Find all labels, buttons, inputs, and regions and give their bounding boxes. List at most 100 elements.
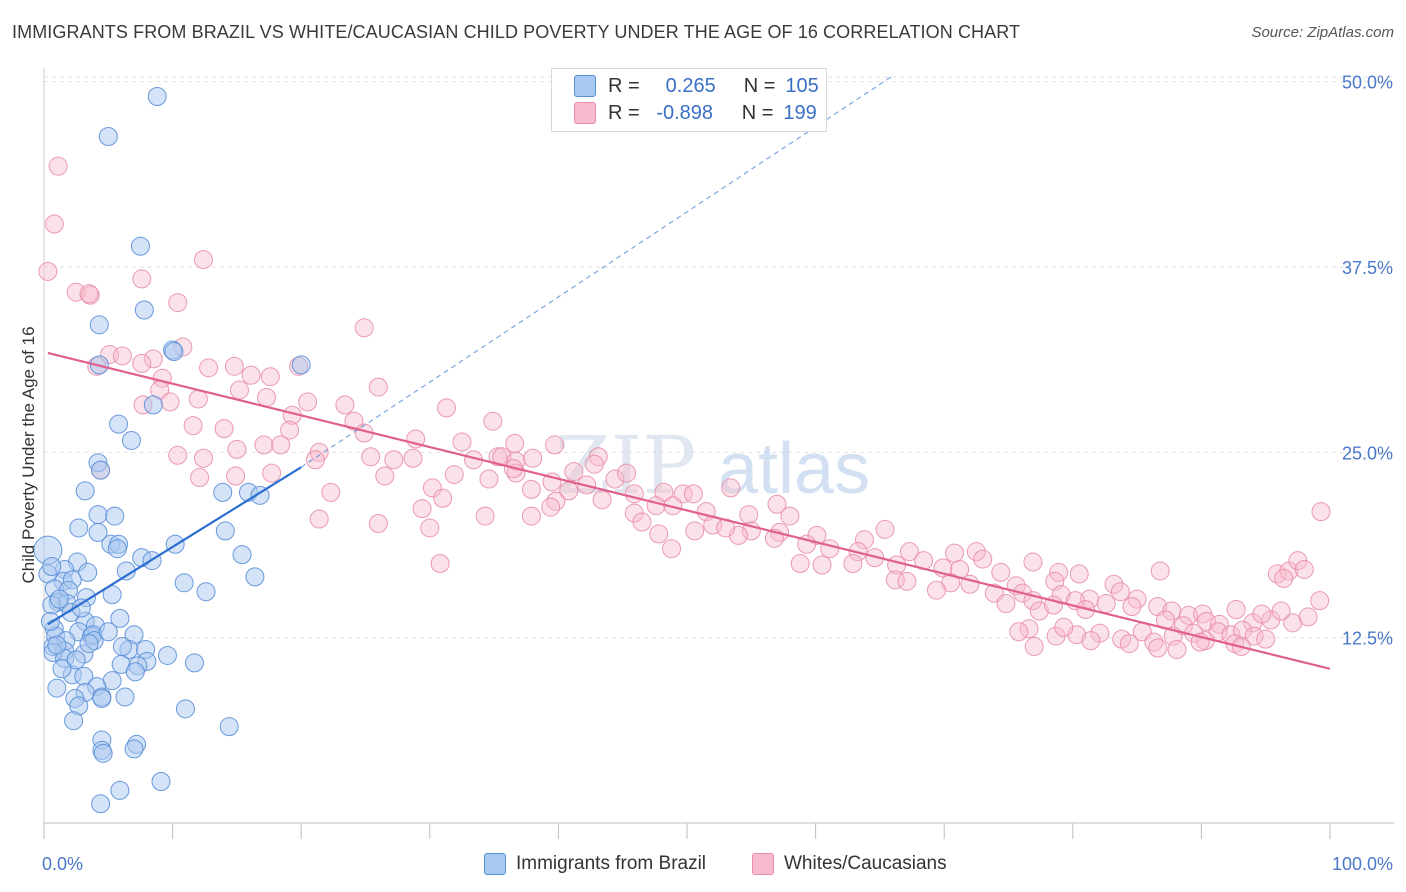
point-whites <box>991 562 1011 582</box>
bottom-legend-brazil: Immigrants from Brazil <box>484 851 706 877</box>
point-whites <box>649 524 669 544</box>
trend-line-brazil <box>47 466 302 626</box>
trend-lines <box>47 75 1331 670</box>
point-brazil <box>213 482 233 502</box>
point-whites <box>1252 604 1272 624</box>
point-whites <box>820 539 840 559</box>
point-whites <box>780 506 800 526</box>
point-brazil <box>215 521 235 541</box>
point-whites <box>368 513 388 533</box>
bottom-legend-label-brazil: Immigrants from Brazil <box>516 853 707 874</box>
watermark-atlas: atlas <box>718 429 870 509</box>
point-brazil <box>110 780 130 800</box>
point-whites <box>479 469 499 489</box>
point-whites <box>1148 638 1168 658</box>
point-whites <box>944 543 964 563</box>
point-whites <box>1069 564 1089 584</box>
point-brazil <box>93 743 113 763</box>
point-brazil <box>98 622 118 642</box>
legend-r-value: -0.898 <box>656 101 714 124</box>
point-whites <box>361 447 381 467</box>
point-brazil <box>121 430 141 450</box>
series-brazil-points <box>33 86 311 814</box>
point-brazil <box>125 662 145 682</box>
point-whites <box>309 509 329 529</box>
point-brazil <box>157 645 177 665</box>
bottom-legend-swatch-whites <box>752 853 774 875</box>
point-brazil <box>112 637 132 657</box>
point-whites <box>132 269 152 289</box>
point-whites <box>1294 559 1314 579</box>
axes <box>43 68 1394 839</box>
point-whites <box>926 580 946 600</box>
point-brazil <box>245 567 265 587</box>
point-whites <box>44 214 64 234</box>
source-credit: Source: ZipAtlas.com <box>1251 24 1394 41</box>
point-whites <box>605 469 625 489</box>
point-whites <box>475 506 495 526</box>
point-whites <box>112 346 132 366</box>
point-whites <box>1023 552 1043 572</box>
point-whites <box>790 554 810 574</box>
point-brazil <box>42 556 62 576</box>
point-whites <box>422 478 442 498</box>
legend-swatch-brazil <box>574 75 596 97</box>
point-brazil <box>78 562 98 582</box>
point-whites <box>403 448 423 468</box>
point-whites <box>38 261 58 281</box>
point-brazil <box>69 518 89 538</box>
point-whites <box>80 285 100 305</box>
point-whites <box>1311 502 1331 522</box>
point-whites <box>843 554 863 574</box>
point-brazil <box>115 687 135 707</box>
point-brazil <box>143 395 163 415</box>
point-whites <box>227 439 247 459</box>
point-brazil <box>219 717 239 737</box>
point-whites <box>1167 640 1187 660</box>
y-tick-label: 50.0% <box>1342 73 1393 93</box>
point-whites <box>132 353 152 373</box>
point-whites <box>1119 634 1139 654</box>
legend-n-value: 199 <box>783 101 817 124</box>
point-whites <box>168 445 188 465</box>
tick-labels: 12.5% 25.0% 37.5% 50.0% 0.0% 100.0% <box>42 73 1393 874</box>
point-brazil <box>47 678 67 698</box>
point-whites <box>521 506 541 526</box>
point-whites <box>321 482 341 502</box>
point-whites <box>452 432 472 452</box>
legend-swatch-whites <box>574 102 596 124</box>
point-whites <box>199 358 219 378</box>
series-whites-points <box>38 156 1331 660</box>
legend-n-label: N = <box>743 74 776 97</box>
point-brazil <box>151 771 171 791</box>
point-brazil <box>98 127 118 147</box>
point-whites <box>280 420 300 440</box>
point-brazil <box>91 460 111 480</box>
point-brazil <box>40 611 60 631</box>
point-brazil <box>64 711 84 731</box>
point-whites <box>412 499 432 519</box>
point-whites <box>996 594 1016 614</box>
point-whites <box>433 488 453 508</box>
y-tick-label: 25.0% <box>1342 443 1393 463</box>
point-whites <box>617 463 637 483</box>
point-brazil <box>147 86 167 106</box>
point-brazil <box>232 545 252 565</box>
point-whites <box>335 395 355 415</box>
point-brazil <box>184 653 204 673</box>
point-whites <box>721 478 741 498</box>
point-whites <box>298 392 318 412</box>
point-whites <box>1173 616 1193 636</box>
point-whites <box>1104 574 1124 594</box>
correlation-legend: R = 0.265 N = 105 R = -0.898 N = 199 <box>551 68 827 132</box>
point-whites <box>1179 605 1199 625</box>
trend-extension-brazil <box>300 75 894 468</box>
point-whites <box>564 462 584 482</box>
bottom-legend-label-whites: Whites/Caucasians <box>784 853 947 874</box>
point-whites <box>254 435 274 455</box>
point-whites <box>1110 582 1130 602</box>
point-whites <box>685 521 705 541</box>
point-whites <box>1029 601 1049 621</box>
point-brazil <box>175 699 195 719</box>
point-whites <box>1298 607 1318 627</box>
